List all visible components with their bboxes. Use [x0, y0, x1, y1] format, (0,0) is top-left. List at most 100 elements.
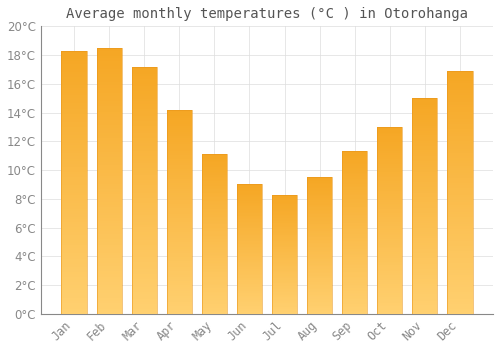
Bar	[132, 185, 157, 188]
Bar	[307, 247, 332, 248]
Bar	[272, 265, 297, 266]
Bar	[307, 248, 332, 250]
Bar	[96, 152, 122, 154]
Bar	[132, 279, 157, 282]
Bar	[166, 181, 192, 183]
Bar	[342, 206, 367, 208]
Bar	[62, 82, 86, 85]
Bar	[237, 223, 262, 225]
Bar	[272, 196, 297, 197]
Bar	[202, 311, 227, 312]
Bar	[307, 300, 332, 302]
Bar	[342, 176, 367, 177]
Bar	[412, 292, 438, 294]
Bar	[448, 204, 472, 207]
Bar	[272, 232, 297, 233]
Bar	[307, 221, 332, 222]
Bar	[237, 200, 262, 201]
Bar	[202, 189, 227, 191]
Bar	[96, 191, 122, 194]
Bar	[237, 271, 262, 272]
Bar	[62, 90, 86, 93]
Bar	[342, 244, 367, 246]
Bar	[412, 240, 438, 243]
Bar	[448, 253, 472, 255]
Bar	[237, 254, 262, 256]
Bar	[132, 257, 157, 259]
Bar	[342, 238, 367, 239]
Bar	[166, 189, 192, 191]
Bar	[272, 308, 297, 309]
Bar	[377, 233, 402, 235]
Bar	[202, 242, 227, 244]
Bar	[62, 98, 86, 101]
Bar	[377, 151, 402, 153]
Bar	[202, 312, 227, 314]
Bar	[62, 214, 86, 217]
Bar	[307, 276, 332, 277]
Bar	[202, 274, 227, 275]
Bar	[96, 168, 122, 170]
Bar	[132, 254, 157, 257]
Bar	[132, 309, 157, 312]
Bar	[166, 277, 192, 279]
Bar	[237, 260, 262, 261]
Bar	[272, 304, 297, 306]
Bar	[448, 280, 472, 282]
Bar	[62, 80, 86, 82]
Bar	[132, 264, 157, 267]
Bar	[96, 112, 122, 114]
Bar	[132, 220, 157, 222]
Bar	[96, 176, 122, 178]
Bar	[342, 208, 367, 210]
Bar	[307, 177, 332, 178]
Bar	[307, 239, 332, 240]
Bar	[237, 218, 262, 219]
Bar	[307, 224, 332, 225]
Bar	[377, 222, 402, 224]
Bar	[96, 303, 122, 306]
Bar	[377, 308, 402, 310]
Bar	[237, 214, 262, 216]
Bar	[237, 309, 262, 310]
Bar	[272, 212, 297, 214]
Bar	[132, 94, 157, 96]
Bar	[62, 193, 86, 195]
Bar	[96, 56, 122, 58]
Bar	[166, 306, 192, 308]
Bar	[166, 110, 192, 112]
Bar	[307, 240, 332, 241]
Bar	[448, 239, 472, 241]
Bar	[272, 292, 297, 294]
Bar	[272, 222, 297, 223]
Bar	[272, 208, 297, 209]
Bar	[307, 278, 332, 280]
Bar	[166, 148, 192, 150]
Bar	[237, 184, 262, 186]
Bar	[237, 234, 262, 235]
Bar	[166, 185, 192, 187]
Bar	[166, 244, 192, 246]
Bar	[96, 157, 122, 160]
Bar	[96, 263, 122, 266]
Title: Average monthly temperatures (°C ) in Otorohanga: Average monthly temperatures (°C ) in Ot…	[66, 7, 468, 21]
Bar	[96, 290, 122, 293]
Bar	[237, 187, 262, 188]
Bar	[132, 84, 157, 86]
Bar	[237, 274, 262, 275]
Bar	[377, 248, 402, 250]
Bar	[272, 218, 297, 219]
Bar	[132, 76, 157, 79]
Bar	[237, 212, 262, 213]
Bar	[412, 288, 438, 290]
Bar	[412, 204, 438, 206]
Bar	[307, 199, 332, 201]
Bar	[166, 210, 192, 212]
Bar	[272, 253, 297, 254]
Bar	[166, 157, 192, 159]
Bar	[166, 261, 192, 263]
Bar	[377, 140, 402, 142]
Bar	[412, 284, 438, 286]
Bar	[377, 205, 402, 207]
Bar	[62, 167, 86, 169]
